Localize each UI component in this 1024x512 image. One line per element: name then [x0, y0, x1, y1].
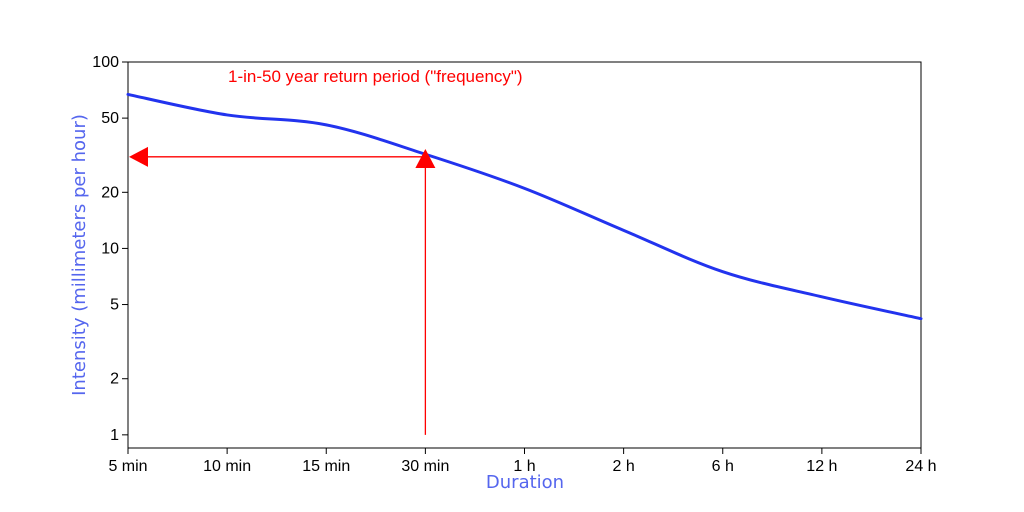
- y-axis-ticks: 1 2 5 10 20 50 100: [92, 54, 128, 444]
- y-tick-label: 100: [92, 54, 119, 71]
- x-tick-label: 2 h: [613, 458, 635, 475]
- plot-frame: [127, 61, 922, 449]
- x-tick-label: 12 h: [806, 458, 837, 475]
- x-tick-label: 15 min: [302, 458, 350, 475]
- y-tick-label: 2: [110, 371, 119, 388]
- x-axis-ticks: 5 min 10 min 15 min 30 min 1 h 2 h 6 h 12 h 24 h: [108, 448, 937, 475]
- x-tick-label: 24 h: [905, 458, 936, 475]
- y-tick-label: 10: [101, 240, 119, 257]
- y-tick-label: 5: [110, 297, 119, 314]
- annotation-arrows: [129, 146, 436, 435]
- y-axis-title: Intensity (millimeters per hour): [69, 114, 90, 396]
- x-tick-label: 1 h: [513, 458, 535, 475]
- x-tick-label: 10 min: [203, 458, 251, 475]
- series-line: [126, 92, 923, 321]
- y-tick-label: 20: [101, 184, 119, 201]
- annotation-label: 1-in-50 year return period ("frequency"): [228, 67, 523, 86]
- y-tick-label: 50: [101, 110, 119, 127]
- horizontal-arrow-head: [129, 146, 148, 167]
- x-tick-label: 5 min: [108, 458, 147, 475]
- vertical-arrow-head: [415, 149, 436, 169]
- x-tick-label: 6 h: [712, 458, 734, 475]
- x-tick-label: 30 min: [401, 458, 449, 475]
- y-tick-label: 1: [110, 427, 119, 444]
- x-axis-title: Duration: [486, 472, 564, 493]
